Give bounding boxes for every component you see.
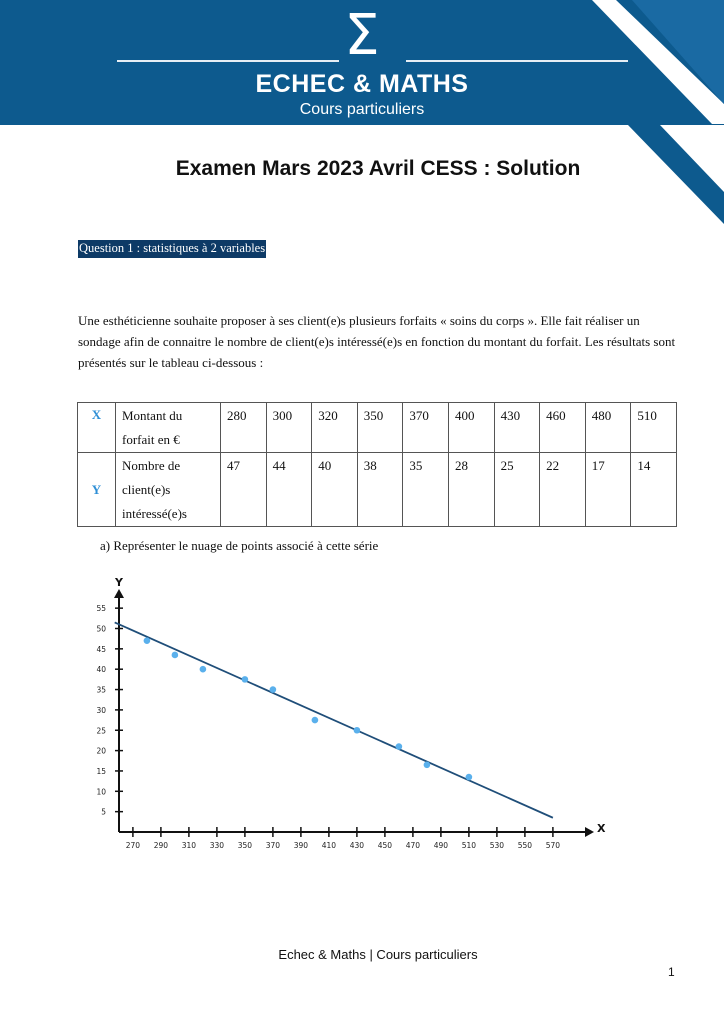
x-tick-label: 310: [182, 841, 197, 850]
table-cell: 22: [539, 452, 586, 527]
y-variable-label: Y: [77, 452, 116, 527]
brand-divider-right: [406, 60, 628, 62]
document-title: Examen Mars 2023 Avril CESS : Solution: [175, 157, 581, 180]
table-cell: 25: [493, 452, 541, 527]
table-cell: 17: [584, 452, 632, 527]
x-tick-label: 490: [434, 841, 449, 850]
data-point: [395, 743, 403, 750]
sub-question-a: a) Représenter le nuage de points associ…: [100, 538, 379, 553]
x-variable-label: X: [77, 402, 116, 453]
data-point: [171, 651, 179, 659]
y-axis-arrow-icon: [114, 589, 124, 598]
table-cell: 430: [493, 402, 541, 453]
table-cell: 38: [356, 452, 404, 527]
brand-divider-left: [117, 60, 339, 62]
data-table: X Montant du forfait en € 280 300 320 35…: [77, 402, 677, 527]
x-tick-label: 530: [490, 841, 505, 850]
page-number: 1: [668, 965, 675, 979]
header-corner-accent: [632, 0, 724, 104]
x-description: Montant du forfait en €: [115, 402, 221, 453]
x-tick-label: 330: [210, 841, 225, 850]
data-point: [199, 665, 207, 673]
header-decoration: [592, 0, 724, 224]
table-cell: 370: [402, 402, 449, 453]
x-tick-label: 550: [518, 841, 533, 850]
question-label: Question 1 : statistiques à 2 variables: [78, 240, 267, 258]
x-tick-label: 570: [546, 841, 561, 850]
y-tick-label: 25: [96, 726, 106, 735]
table-cell: 350: [356, 402, 404, 453]
table-cell: 300: [265, 402, 313, 453]
y-tick-label: 40: [96, 665, 106, 674]
table-cell: 280: [220, 402, 267, 453]
y-tick-label: 50: [96, 625, 106, 634]
x-tick-label: 410: [322, 841, 337, 850]
y-tick-label: 15: [96, 767, 106, 776]
data-point: [465, 773, 473, 781]
data-point: [241, 676, 249, 683]
table-cell: 28: [447, 452, 495, 527]
table-cell: 47: [220, 452, 267, 527]
table-cell: 510: [630, 402, 677, 453]
x-tick-label: 470: [406, 841, 421, 850]
x-tick-label: 450: [378, 841, 393, 850]
y-tick-label: 45: [96, 645, 106, 654]
table-cell: 400: [447, 402, 495, 453]
data-point: [143, 637, 151, 645]
x-axis-arrow-icon: [585, 827, 594, 837]
data-point: [353, 726, 361, 734]
y-tick-label: 55: [96, 604, 106, 613]
x-tick-label: 350: [238, 841, 253, 850]
logo-sigma-icon: Σ: [344, 3, 380, 68]
x-tick-label: 510: [462, 841, 477, 850]
x-axis-label: X: [597, 822, 606, 835]
footer-text: Echec & Maths | Cours particuliers: [278, 947, 478, 962]
table-cell: 480: [584, 402, 632, 453]
y-tick-label: 5: [101, 808, 106, 817]
table-cell: 460: [539, 402, 586, 453]
table-row-x: X Montant du forfait en € 280 300 320 35…: [77, 402, 677, 453]
table-row-y: Y Nombre de client(e)s intéressé(e)s 47 …: [77, 452, 677, 527]
y-axis-label: Y: [114, 576, 124, 589]
data-point: [311, 716, 319, 724]
brand-subtitle: Cours particuliers: [299, 101, 425, 118]
table-cell: 44: [265, 452, 313, 527]
x-tick-label: 290: [154, 841, 169, 850]
header-diagonal-tail: [628, 125, 724, 224]
data-point: [269, 686, 277, 693]
table-cell: 320: [311, 402, 358, 453]
header-band: [0, 0, 724, 125]
intro-paragraph: Une esthéticienne souhaite proposer à se…: [78, 313, 676, 370]
regression-line: [114, 621, 554, 819]
x-tick-label: 430: [350, 841, 365, 850]
brand-name: ECHEC & MATHS: [255, 70, 469, 98]
table-cell: 14: [630, 452, 677, 527]
y-tick-label: 10: [96, 787, 106, 796]
y-tick-label: 30: [96, 706, 106, 715]
x-tick-label: 390: [294, 841, 309, 850]
x-tick-label: 270: [126, 841, 141, 850]
y-tick-label: 20: [96, 747, 106, 756]
y-description: Nombre de client(e)s intéressé(e)s: [115, 452, 221, 527]
data-point: [423, 761, 431, 769]
table-cell: 35: [402, 452, 449, 527]
x-tick-label: 370: [266, 841, 281, 850]
table-cell: 40: [311, 452, 358, 527]
y-tick-label: 35: [96, 686, 106, 695]
white-diagonal-stripe: [592, 0, 724, 124]
